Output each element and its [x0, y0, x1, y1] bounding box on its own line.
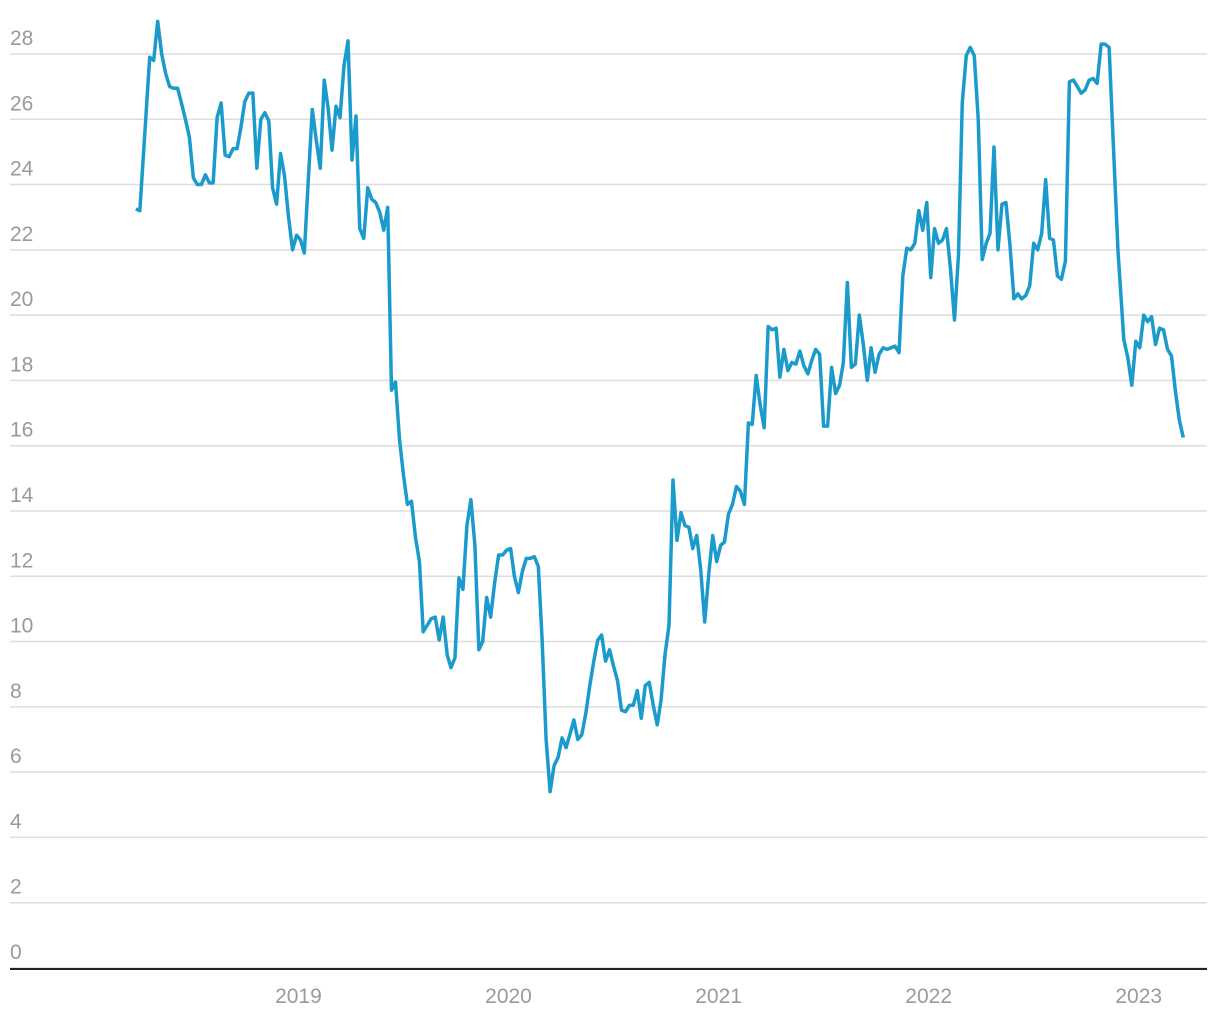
- x-tick-label: 2023: [1115, 985, 1162, 1008]
- y-tick-label: 28: [10, 27, 33, 50]
- y-tick-label: 6: [10, 745, 22, 768]
- y-tick-label: 2: [10, 876, 22, 899]
- y-tick-label: 0: [10, 941, 22, 964]
- y-tick-label: 10: [10, 615, 33, 638]
- plot: [135, 19, 1185, 794]
- y-tick-label: 8: [10, 680, 22, 703]
- y-tick-label: 14: [10, 484, 34, 507]
- y-tick-label: 24: [10, 158, 34, 181]
- x-tick-label: 2022: [905, 985, 952, 1008]
- y-tick-label: 22: [10, 223, 33, 246]
- y-tick-label: 12: [10, 549, 33, 572]
- y-tick-label: 18: [10, 353, 33, 376]
- x-tick-label: 2019: [275, 985, 322, 1008]
- x-tick-label: 2021: [695, 985, 742, 1008]
- data-line: [135, 19, 1185, 794]
- y-tick-label: 16: [10, 419, 33, 442]
- y-tick-label: 20: [10, 288, 33, 311]
- x-tick-label: 2020: [485, 985, 532, 1008]
- y-tick-label: 4: [10, 810, 22, 833]
- y-tick-label: 26: [10, 92, 33, 115]
- grid: [10, 53, 1207, 969]
